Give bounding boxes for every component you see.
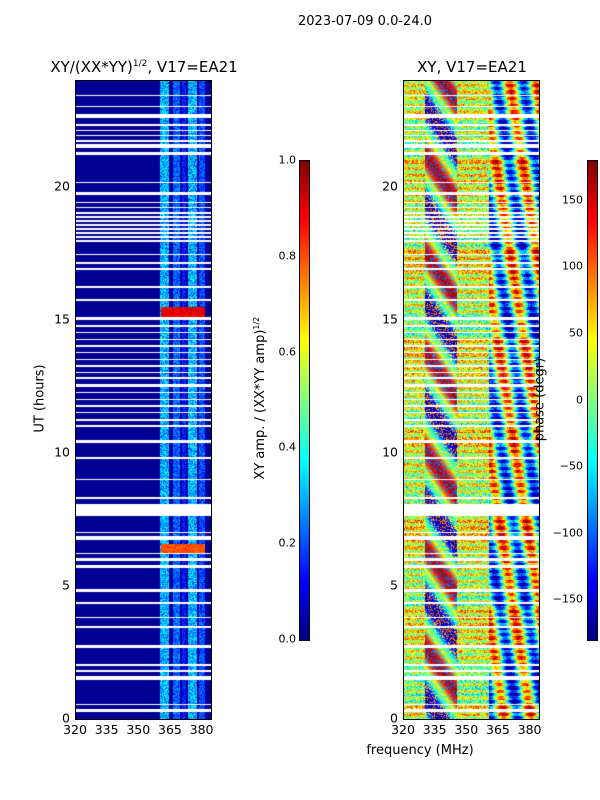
phase-colorbar-tick-label: 100	[562, 259, 583, 273]
right-ytick-label: 20	[382, 178, 398, 194]
left-ytick-label: 5	[62, 577, 70, 593]
right-xtick-label: 365	[485, 722, 510, 737]
right-ytick-label: 15	[382, 311, 398, 327]
amplitude-colorbar-tick-label: 0.4	[278, 440, 297, 454]
phase-heatmap[interactable]	[403, 80, 540, 720]
left-ytick-label: 15	[54, 311, 70, 327]
left-xtick-label: 335	[94, 722, 119, 737]
phase-colorbar-tick-label: −100	[552, 526, 583, 540]
phase-colorbar-tick-label: 50	[569, 326, 583, 340]
right-ytick-label: 5	[390, 577, 398, 593]
amplitude-colorbar-tick-label: 0.6	[278, 345, 297, 359]
amplitude-colorbar	[299, 160, 310, 641]
left-ytick-label: 20	[54, 178, 70, 194]
left-title-suffix: , V17=EA21	[147, 58, 238, 76]
left-ytick-label: 0	[62, 710, 70, 726]
figure-suptitle: 2023-07-09 0.0-24.0	[298, 14, 432, 29]
left-xtick-label: 365	[157, 722, 182, 737]
left-axes-frame	[75, 80, 212, 720]
amplitude-colorbar-frame	[299, 160, 310, 641]
left-title-sup: 1/2	[132, 59, 148, 69]
right-xtick-label: 350	[454, 722, 479, 737]
amplitude-colorbar-label: XY amp. / (XX*YY amp)1/2	[252, 298, 268, 498]
right-xtick-label: 320	[391, 722, 415, 737]
phase-colorbar-tick-label: 0	[576, 393, 583, 406]
left-panel-title: XY/(XX*YY)1/2, V17=EA21	[50, 58, 237, 76]
frequency-xlabel: frequency (MHz)	[366, 743, 474, 758]
left-ylabel: UT (hours)	[32, 364, 48, 433]
phase-colorbar	[587, 160, 598, 641]
phase-colorbar-label: phase (degr)	[532, 357, 548, 442]
amplitude-heatmap[interactable]	[75, 80, 212, 720]
phase-colorbar-frame	[587, 160, 598, 641]
right-xtick-label: 335	[422, 722, 447, 737]
amplitude-colorbar-tick-label: 1.0	[278, 153, 297, 167]
right-axes-frame	[403, 80, 540, 720]
left-title-base: XY/(XX*YY)	[50, 58, 133, 76]
right-panel-title: XY, V17=EA21	[417, 58, 527, 76]
cb-label-sup: 1/2	[251, 316, 261, 330]
phase-colorbar-tick-label: −50	[559, 459, 583, 473]
cb-label-base: XY amp. / (XX*YY amp)	[253, 329, 269, 480]
phase-colorbar-tick-label: 150	[562, 193, 583, 207]
right-xtick-label: 380	[517, 722, 542, 737]
right-ytick-label: 0	[390, 710, 398, 726]
right-ytick-label: 10	[382, 444, 398, 460]
amplitude-colorbar-tick-label: 0.8	[278, 249, 297, 263]
left-ytick-label: 10	[54, 444, 70, 460]
amplitude-colorbar-tick-label: 0.2	[278, 536, 297, 550]
amplitude-colorbar-tick-label: 0.0	[278, 632, 297, 646]
left-xtick-label: 320	[63, 722, 87, 737]
left-xtick-label: 380	[189, 722, 214, 737]
left-xtick-label: 350	[126, 722, 151, 737]
phase-colorbar-tick-label: −150	[552, 592, 583, 606]
